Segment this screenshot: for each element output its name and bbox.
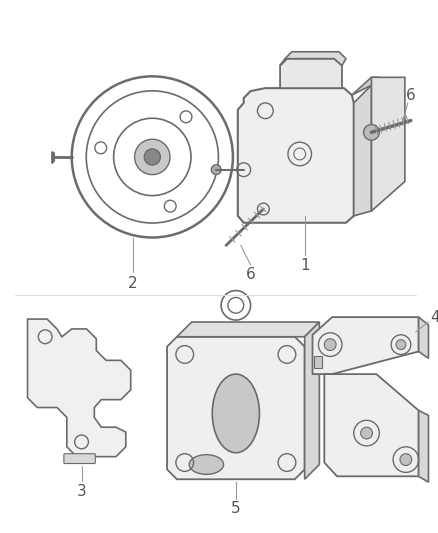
Polygon shape <box>352 77 378 95</box>
Polygon shape <box>371 77 405 211</box>
Text: 6: 6 <box>246 268 255 282</box>
Text: 6: 6 <box>406 88 416 103</box>
FancyBboxPatch shape <box>64 454 95 464</box>
Text: 3: 3 <box>77 483 86 498</box>
Ellipse shape <box>189 455 223 474</box>
Polygon shape <box>324 374 419 477</box>
FancyBboxPatch shape <box>314 357 322 368</box>
Text: 4: 4 <box>431 310 438 325</box>
Polygon shape <box>419 317 428 358</box>
Circle shape <box>364 125 379 140</box>
Polygon shape <box>280 59 342 88</box>
Ellipse shape <box>212 374 259 453</box>
Circle shape <box>324 339 336 351</box>
Polygon shape <box>238 88 354 223</box>
Circle shape <box>144 149 160 165</box>
Circle shape <box>396 340 406 350</box>
Text: 5: 5 <box>231 501 240 516</box>
Polygon shape <box>280 52 346 66</box>
Polygon shape <box>305 322 319 479</box>
Polygon shape <box>28 319 131 457</box>
Circle shape <box>211 165 221 175</box>
Text: 1: 1 <box>300 257 310 272</box>
Polygon shape <box>312 317 419 374</box>
Polygon shape <box>354 85 371 216</box>
Text: 2: 2 <box>128 276 138 291</box>
Polygon shape <box>419 410 428 482</box>
Polygon shape <box>177 322 319 337</box>
Circle shape <box>400 454 412 465</box>
Circle shape <box>134 139 170 175</box>
Circle shape <box>360 427 372 439</box>
Polygon shape <box>167 337 305 479</box>
